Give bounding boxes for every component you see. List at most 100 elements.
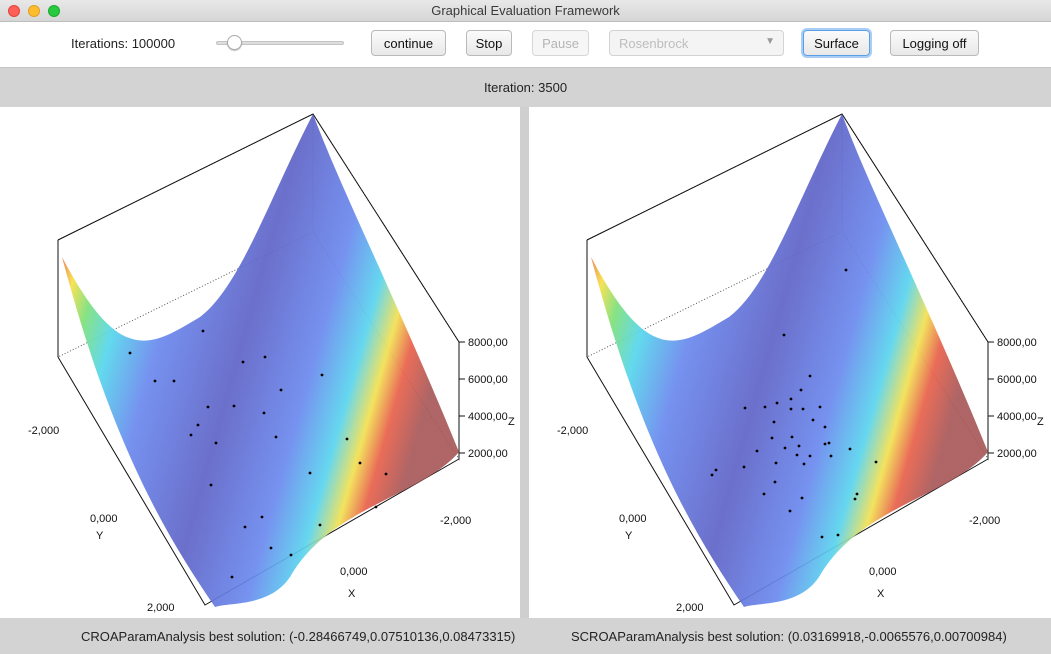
population-point <box>782 333 786 337</box>
population-point <box>783 446 787 450</box>
population-point <box>811 418 815 422</box>
population-point <box>206 405 210 409</box>
population-point <box>318 523 322 527</box>
iteration-counter: Iteration: 3500 <box>483 80 568 95</box>
population-point <box>789 407 793 411</box>
pause-button[interactable]: Pause <box>532 30 589 56</box>
population-point <box>189 433 193 437</box>
population-point <box>279 388 283 392</box>
floor-edge <box>57 356 460 606</box>
population-point <box>829 454 833 458</box>
population-point <box>710 473 714 477</box>
y-axis-label: Y <box>625 530 633 542</box>
surface-mesh <box>591 114 988 607</box>
population-point <box>772 420 776 424</box>
z-tick-label: 6000,00 <box>468 374 508 386</box>
plot-divider[interactable] <box>520 107 529 618</box>
function-select[interactable]: Rosenbrock ▼ <box>609 30 784 56</box>
slider-thumb[interactable] <box>227 35 242 50</box>
z-tick-label: 8000,00 <box>997 337 1037 349</box>
close-window-icon[interactable] <box>8 5 20 17</box>
x-tick-label: -2,000 <box>440 515 471 527</box>
z-tick-label: 4000,00 <box>468 411 508 423</box>
population-point <box>800 496 804 500</box>
population-point <box>263 355 267 359</box>
croa-surface-plot[interactable]: 8000,00 6000,00 4000,00 2000,00 Z -2,000 0,000… <box>0 107 520 618</box>
population-point <box>818 405 822 409</box>
z-tick-label: 8000,00 <box>468 337 508 349</box>
scroa-surface-plot[interactable]: 8000,00 6000,00 4000,00 2000,00 Z -2,000 0,000… <box>529 107 1051 618</box>
population-point <box>823 425 827 429</box>
population-point <box>128 351 132 355</box>
y-tick-label: -2,000 <box>28 425 59 437</box>
population-point <box>808 454 812 458</box>
population-point <box>788 509 792 513</box>
x-axis-label: X <box>877 588 885 600</box>
zoom-window-icon[interactable] <box>48 5 60 17</box>
surface-button[interactable]: Surface <box>803 30 870 56</box>
status-bar: CROAParamAnalysis best solution: (-0.284… <box>0 618 1051 654</box>
population-point <box>743 406 747 410</box>
toolbar: Iterations: 100000 continue Stop Pause R… <box>0 22 1051 67</box>
x-tick-label: 0,000 <box>340 566 368 578</box>
population-point <box>848 447 852 451</box>
continue-button[interactable]: continue <box>371 30 446 56</box>
population-point <box>853 497 857 501</box>
population-point <box>789 397 793 401</box>
surface-mesh <box>62 114 459 607</box>
population-point <box>358 461 362 465</box>
population-point <box>802 462 806 466</box>
population-point <box>755 449 759 453</box>
population-point <box>209 483 213 487</box>
population-point <box>799 388 803 392</box>
population-point <box>289 553 293 557</box>
population-point <box>345 437 349 441</box>
population-point <box>820 535 824 539</box>
z-tick-label: 4000,00 <box>997 411 1037 423</box>
population-point <box>836 533 840 537</box>
population-point <box>262 411 266 415</box>
population-point <box>320 373 324 377</box>
iterations-slider[interactable] <box>216 35 344 51</box>
y-tick-label: 2,000 <box>147 602 175 614</box>
x-axis-label: X <box>348 588 356 600</box>
chevron-down-icon: ▼ <box>765 36 775 47</box>
population-point <box>762 492 766 496</box>
population-point <box>844 268 848 272</box>
z-tick-label: 2000,00 <box>997 448 1037 460</box>
population-point <box>384 472 388 476</box>
slider-track <box>216 41 344 45</box>
z-axis-label: Z <box>508 416 515 428</box>
population-point <box>790 435 794 439</box>
logging-button[interactable]: Logging off <box>890 30 979 56</box>
window-title: Graphical Evaluation Framework <box>431 3 620 18</box>
population-point <box>714 468 718 472</box>
population-point <box>855 492 859 496</box>
population-point <box>742 465 746 469</box>
population-point <box>214 441 218 445</box>
z-tick-label: 6000,00 <box>997 374 1037 386</box>
population-point <box>308 471 312 475</box>
y-axis-label: Y <box>96 530 104 542</box>
population-point <box>808 374 812 378</box>
y-tick-label: 0,000 <box>90 513 118 525</box>
population-point <box>201 329 205 333</box>
y-tick-label: -2,000 <box>557 425 588 437</box>
population-point <box>274 435 278 439</box>
y-tick-label: 2,000 <box>676 602 704 614</box>
z-axis-label: Z <box>1037 416 1044 428</box>
population-point <box>770 436 774 440</box>
croa-best-solution: CROAParamAnalysis best solution: (-0.284… <box>81 629 516 644</box>
population-point <box>874 460 878 464</box>
stop-button[interactable]: Stop <box>466 30 512 56</box>
population-point <box>260 515 264 519</box>
population-point <box>232 404 236 408</box>
function-select-value: Rosenbrock <box>619 36 689 51</box>
population-point <box>153 379 157 383</box>
minimize-window-icon[interactable] <box>28 5 40 17</box>
population-point <box>241 360 245 364</box>
scroa-best-solution: SCROAParamAnalysis best solution: (0.031… <box>571 629 1007 644</box>
z-tick-label: 2000,00 <box>468 448 508 460</box>
population-point <box>230 575 234 579</box>
floor-edge <box>586 356 989 606</box>
